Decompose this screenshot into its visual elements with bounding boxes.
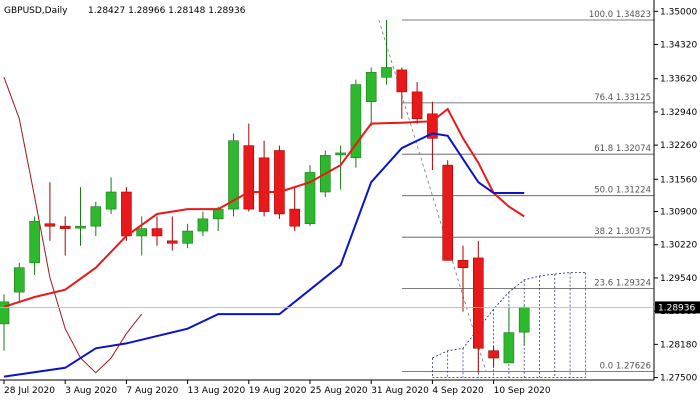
candle-body-33	[503, 332, 515, 364]
candle-body-12	[182, 230, 193, 244]
candle-body-0	[0, 301, 10, 325]
fib-label-4: 38.2 1.30375	[594, 227, 651, 237]
ma-red-line	[3, 107, 525, 308]
y-tick-label-0: 1.35000	[660, 7, 697, 17]
thin-line-series	[3, 77, 143, 374]
cloud-upper-line	[432, 272, 586, 359]
x-tick-label-8: 10 Sep 2020	[494, 386, 551, 396]
y-tick-label-8: 1.29540	[660, 274, 697, 284]
chart-symbol: GBPUSD,Daily	[4, 6, 68, 16]
candle-body-9	[136, 228, 147, 237]
last-price-label: 1.28936	[658, 303, 695, 313]
candles	[0, 20, 530, 373]
last-price-box	[655, 301, 700, 314]
candle-body-20	[304, 172, 316, 225]
moving-averages	[3, 107, 525, 378]
x-tick-label-6: 31 Aug 2020	[371, 386, 429, 396]
x-tick-label-7: 4 Sep 2020	[432, 386, 484, 396]
candle-body-6	[90, 206, 102, 227]
y-tick-label-3: 1.32940	[660, 108, 697, 118]
candle-body-14	[212, 208, 224, 220]
y-tick-label-2: 1.33620	[660, 75, 697, 85]
candle-body-5	[75, 225, 86, 229]
candle-body-18	[274, 150, 285, 215]
candle-body-8	[121, 191, 132, 237]
ohlc-header: 1.28427 1.28966 1.28148 1.28936	[88, 6, 246, 16]
y-tick-label-6: 1.30900	[660, 208, 697, 218]
candle-body-31	[472, 257, 484, 349]
candle-body-4	[59, 225, 71, 229]
candle-body-19	[289, 208, 301, 227]
candle-body-32	[488, 350, 499, 359]
candle-body-3	[44, 223, 56, 227]
candle-body-26	[396, 69, 408, 93]
x-tick-label-2: 7 Aug 2020	[126, 386, 178, 396]
candle-body-29	[442, 164, 454, 261]
candle-body-1	[14, 267, 25, 293]
candle-body-2	[29, 220, 40, 264]
y-tick-label-11: 1.27500	[660, 374, 697, 384]
x-tick-label-1: 3 Aug 2020	[65, 386, 117, 396]
y-tick-label-1: 1.34320	[660, 41, 697, 51]
fib-label-0: 100.0 1.34823	[589, 10, 651, 20]
x-tick-label-0: 28 Jul 2020	[4, 386, 55, 396]
x-tick-label-4: 19 Aug 2020	[249, 386, 307, 396]
candle-body-13	[197, 218, 209, 232]
candle-body-22	[335, 152, 346, 156]
candle-body-15	[228, 140, 239, 210]
thin-line	[3, 77, 143, 374]
candle-body-10	[151, 228, 163, 237]
candle-body-17	[258, 157, 270, 212]
ma-blue-line	[3, 132, 525, 378]
y-tick-label-7: 1.30220	[660, 241, 697, 251]
y-tick-label-5: 1.31560	[660, 175, 697, 185]
candle-body-23	[350, 84, 362, 159]
candle-body-24	[365, 72, 377, 102]
fib-label-2: 61.8 1.32074	[594, 144, 651, 154]
y-tick-label-10: 1.28180	[660, 340, 697, 350]
fibonacci-levels: 100.0 1.34823 76.4 1.33125 61.8 1.32074 50.…	[378, 10, 654, 372]
candle-body-30	[457, 260, 469, 268]
axes	[0, 0, 658, 384]
fib-label-3: 50.0 1.31224	[594, 186, 651, 196]
candle-body-7	[105, 191, 117, 210]
candle-body-25	[381, 67, 392, 78]
y-tick-label-4: 1.32260	[660, 141, 697, 151]
candle-body-11	[167, 240, 178, 244]
fib-label-1: 76.4 1.33125	[594, 93, 651, 103]
candle-body-28	[427, 113, 438, 139]
x-tick-label-5: 25 Aug 2020	[310, 386, 368, 396]
candle-body-27	[411, 91, 423, 120]
candle-body-34	[518, 306, 530, 333]
labels: 1.35000 1.34320 1.33620 1.32940 1.32260 1.315…	[4, 7, 700, 396]
x-tick-label-3: 13 Aug 2020	[188, 386, 246, 396]
candle-body-16	[243, 145, 255, 210]
fib-label-5: 23.6 1.29324	[594, 278, 651, 288]
fib-label-6: 0.0 1.27626	[600, 361, 651, 371]
